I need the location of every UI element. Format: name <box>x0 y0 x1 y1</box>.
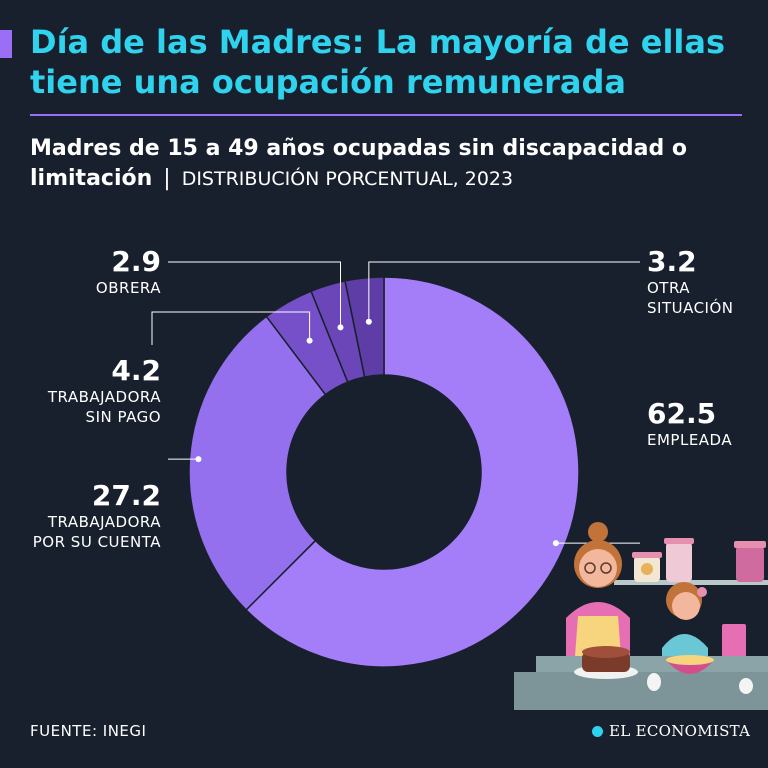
leader-dot-sin-pago <box>306 337 313 344</box>
subtitle-main: Madres de 15 a 49 años ocupadas sin disc… <box>30 136 688 191</box>
subtitle-unit: DISTRIBUCIÓN PORCENTUAL, 2023 <box>181 168 514 190</box>
slice-label-otra-situacion: 3.2 OTRA SITUACIÓN <box>647 246 734 318</box>
counter-front <box>514 672 768 710</box>
leader-dot-por-su-cuenta <box>195 456 202 463</box>
mother-figure <box>566 522 630 670</box>
slice-value: 27.2 <box>91 479 161 512</box>
subtitle-separator: | <box>163 166 171 191</box>
slice-value: 2.9 <box>111 245 161 278</box>
leader-line-otra-situacion <box>368 261 640 322</box>
brand-dot-icon <box>592 726 603 737</box>
donut-hole <box>287 375 481 569</box>
slice-name: EMPLEADA <box>647 431 733 449</box>
leader-dot-empleada <box>552 540 559 547</box>
slice-name: OBRERA <box>95 279 161 297</box>
title-accent-bar <box>0 30 12 58</box>
slice-label-sin-pago: 4.2 TRABAJADORA SIN PAGO <box>48 355 161 427</box>
baking-illustration <box>514 522 768 710</box>
slice-label-empleada: 62.5 EMPLEADA <box>647 398 732 450</box>
leader-line-sin-pago <box>151 311 311 345</box>
slice-value: 62.5 <box>647 397 717 430</box>
chart-subtitle: Madres de 15 a 49 años ocupadas sin disc… <box>30 134 750 194</box>
leader-dot-obrera <box>337 324 344 331</box>
jar-icon <box>664 538 694 582</box>
title-divider <box>30 114 742 116</box>
egg-icon <box>739 678 753 694</box>
slice-value: 3.2 <box>647 245 697 278</box>
slice-name: TRABAJADORA SIN PAGO <box>47 388 161 426</box>
brand-name: EL ECONOMISTA <box>609 722 751 740</box>
donut-slices <box>188 276 580 668</box>
source-note: FUENTE: INEGI <box>30 722 147 740</box>
slice-name: OTRA SITUACIÓN <box>647 279 734 317</box>
page-title: Día de las Madres: La mayoría de ellas t… <box>30 23 726 101</box>
jar-icon <box>632 552 662 582</box>
slice-label-obrera: 2.9 OBRERA <box>96 246 161 298</box>
jar-icon <box>734 541 766 582</box>
mixing-bowl-icon <box>666 655 714 674</box>
leader-line-obrera <box>168 261 342 328</box>
slice-value: 4.2 <box>111 354 161 387</box>
shelf <box>614 580 768 585</box>
brand-logo: EL ECONOMISTA <box>592 722 750 740</box>
egg-icon <box>647 673 661 691</box>
leader-dot-otra-situacion <box>365 318 372 325</box>
cake-icon <box>574 646 638 679</box>
label-leader-lines <box>151 261 640 547</box>
slice-name: TRABAJADORA POR SU CUENTA <box>32 513 161 551</box>
slice-label-por-su-cuenta: 27.2 TRABAJADORA POR SU CUENTA <box>33 480 161 552</box>
